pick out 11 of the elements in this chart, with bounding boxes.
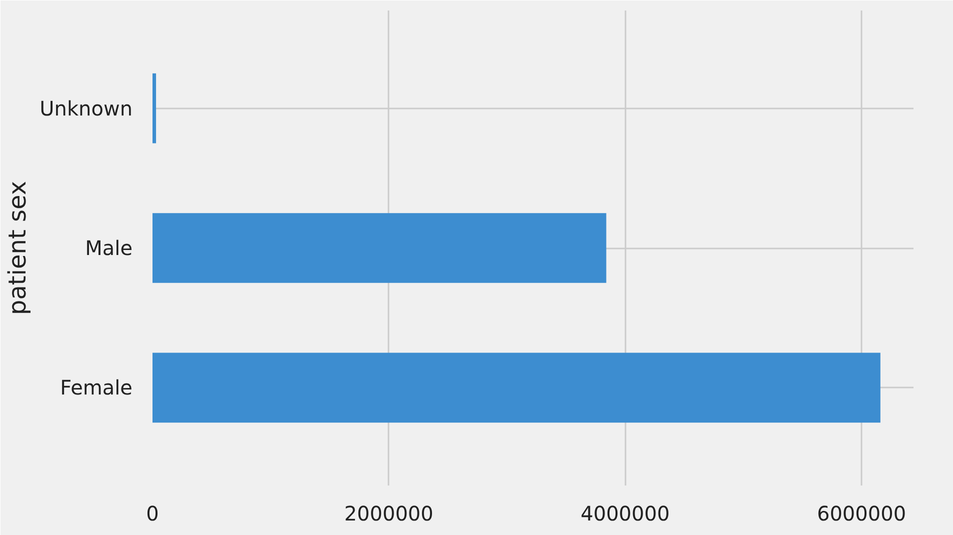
x-tick-label: 6000000 (816, 502, 906, 526)
bar (152, 213, 606, 283)
y-tick-label: Unknown (40, 96, 132, 120)
y-axis-title: patient sex (4, 180, 32, 316)
x-tick-label: 4000000 (580, 502, 670, 526)
y-tick-label: Female (60, 376, 133, 400)
x-tick-label: 0 (146, 502, 159, 526)
bar (152, 352, 880, 423)
y-tick-label: Male (85, 236, 132, 260)
bar (152, 73, 156, 144)
x-tick-label: 2000000 (344, 502, 434, 526)
